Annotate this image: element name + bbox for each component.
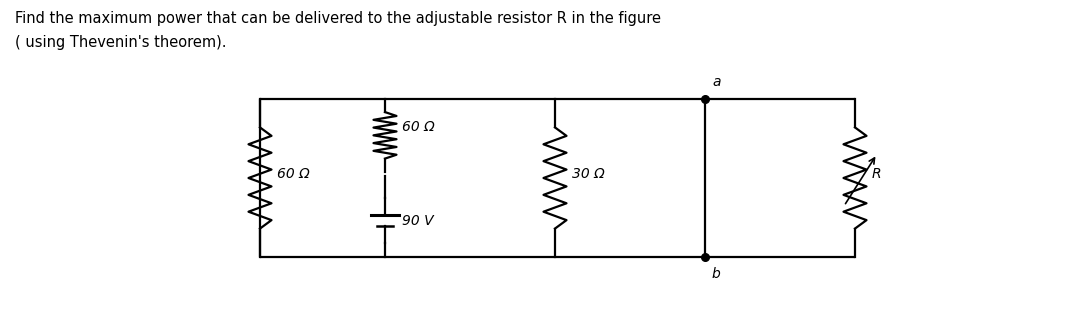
Text: 60 Ω: 60 Ω [402, 120, 435, 133]
Text: 30 Ω: 30 Ω [572, 167, 605, 181]
Text: 90 V: 90 V [402, 214, 434, 228]
Text: a: a [712, 75, 720, 89]
Text: 60 Ω: 60 Ω [276, 167, 310, 181]
Text: R: R [872, 167, 881, 181]
Text: ( using Thevenin's theorem).: ( using Thevenin's theorem). [15, 35, 227, 50]
Text: Find the maximum power that can be delivered to the adjustable resistor R in the: Find the maximum power that can be deliv… [15, 11, 661, 26]
Text: b: b [712, 267, 720, 281]
